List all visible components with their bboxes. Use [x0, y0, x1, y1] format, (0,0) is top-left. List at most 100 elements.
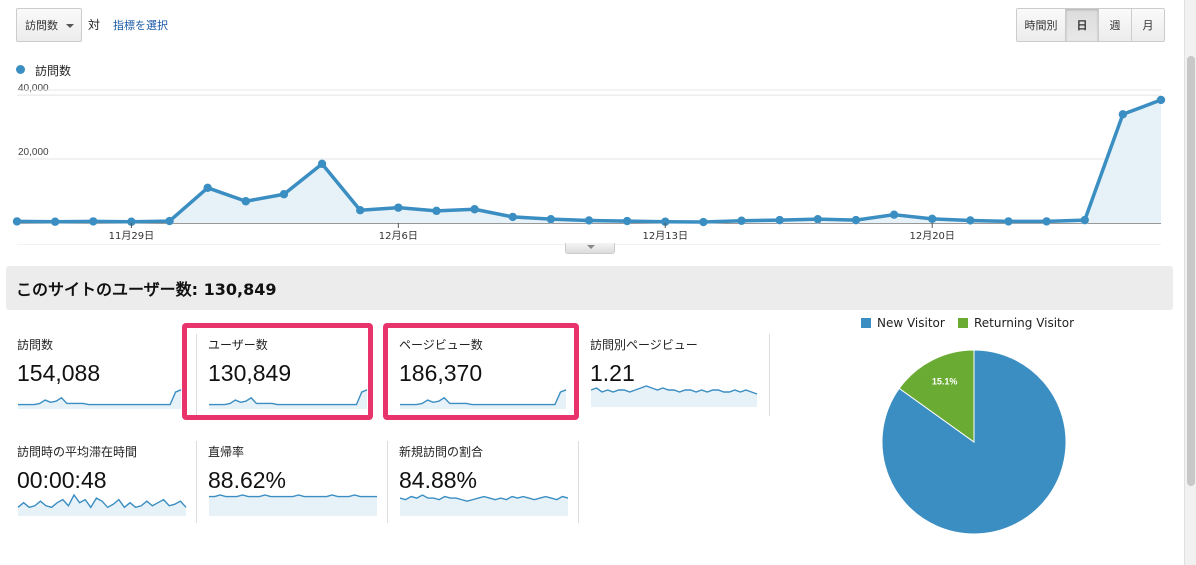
data-point	[737, 216, 746, 225]
visitor-type-pie-chart: 84.9% 15.1%	[881, 349, 1067, 535]
x-tick-label: 12月20日	[909, 230, 954, 242]
metric-value: 1.21	[590, 360, 635, 386]
metric-sparkline	[590, 385, 758, 407]
metric-value: 84.88%	[399, 467, 478, 493]
sparkline-line	[399, 494, 569, 502]
period-week-button[interactable]: 週	[1099, 9, 1132, 41]
summary-title: このサイトのユーザー数: 130,849	[16, 280, 277, 299]
chevron-down-icon	[66, 24, 74, 28]
data-point	[508, 212, 517, 222]
metric-tile-bounce-rate[interactable]: 直帰率 88.62%	[208, 443, 378, 523]
data-point	[584, 216, 594, 225]
pie-slice	[898, 349, 975, 443]
data-point	[89, 217, 98, 226]
data-point	[622, 216, 632, 226]
y-tick-label: 40,000	[18, 83, 49, 94]
metric-tile-visits[interactable]: 訪問数 154,088	[17, 336, 182, 416]
period-hourly-button[interactable]: 時間別	[1017, 9, 1066, 41]
data-point	[394, 203, 403, 212]
data-point	[928, 214, 937, 224]
metric-value: 186,370	[399, 360, 483, 386]
summary-header: このサイトのユーザー数: 130,849	[6, 266, 1173, 310]
pie-legend-label: Returning Visitor	[974, 316, 1075, 330]
sparkline-line	[18, 389, 182, 406]
sparkline-area	[18, 389, 181, 409]
metric-value: 130,849	[208, 360, 292, 386]
metric-sparkline	[209, 494, 377, 516]
metric-tile-avg-duration[interactable]: 訪問時の平均滞在時間 00:00:48	[17, 443, 187, 523]
pie-slice	[881, 349, 1067, 535]
pie-legend-label: New Visitor	[877, 316, 945, 330]
metric-tile-users[interactable]: ユーザー数 130,849	[208, 336, 373, 416]
metric-label: 訪問時の平均滞在時間	[17, 445, 138, 459]
legend-swatch	[958, 318, 968, 328]
pageviews-highlight-box	[383, 323, 579, 420]
divider	[387, 441, 388, 523]
select-metric-link[interactable]: 指標を選択	[113, 19, 168, 32]
divider	[196, 334, 197, 416]
users-highlight-box	[182, 323, 373, 420]
pie-legend-returning: Returning Visitor	[958, 316, 1074, 330]
metric-value: 88.62%	[208, 467, 287, 493]
sparkline-area	[400, 389, 566, 409]
vertical-scrollbar[interactable]	[1184, 0, 1196, 565]
sparkline-line	[209, 494, 377, 498]
data-point	[813, 214, 822, 224]
data-point	[127, 217, 136, 226]
legend-swatch	[861, 318, 871, 328]
sparkline-line	[400, 389, 567, 406]
metric-label: 直帰率	[208, 445, 245, 459]
data-point	[661, 217, 670, 226]
data-point	[317, 159, 327, 169]
metric-label: 訪問数	[17, 338, 54, 352]
data-point	[470, 205, 479, 214]
sparkline-area	[209, 389, 367, 409]
data-point	[241, 197, 250, 206]
data-point	[279, 190, 289, 199]
period-day-button[interactable]: 日	[1066, 9, 1099, 41]
metric-label: ページビュー数	[399, 338, 483, 352]
data-point	[50, 217, 60, 226]
metric-tile-pages-per-visit[interactable]: 訪問別ページビュー 1.21	[590, 336, 760, 416]
sparkline-line	[590, 385, 758, 395]
data-point	[966, 216, 975, 225]
y-tick-label: 20,000	[18, 147, 49, 158]
metric-select-value: 訪問数	[25, 19, 58, 32]
metric-select[interactable]: 訪問数	[16, 8, 82, 42]
scrollbar-thumb[interactable]	[1187, 56, 1195, 486]
metric-sparkline	[209, 389, 368, 409]
data-point	[699, 217, 708, 227]
data-point	[1004, 217, 1013, 226]
sparkline-area	[400, 495, 568, 516]
metric-tile-pageviews[interactable]: ページビュー数 186,370	[399, 336, 569, 416]
series-line	[16, 98, 1162, 224]
series-legend-dot	[16, 65, 25, 74]
sparkline-area	[591, 386, 757, 407]
period-month-button[interactable]: 月	[1132, 9, 1164, 41]
metric-sparkline	[399, 494, 569, 516]
metric-tile-new-visits[interactable]: 新規訪問の割合 84.88%	[399, 443, 569, 523]
data-point	[356, 206, 365, 215]
data-point	[432, 206, 441, 216]
pie-slice-label: 15.1%	[932, 377, 958, 387]
metric-sparkline	[18, 389, 182, 409]
vs-label: 対	[88, 18, 101, 32]
data-point	[1080, 215, 1089, 225]
data-point	[546, 214, 556, 224]
data-point	[851, 215, 861, 225]
metric-label: ユーザー数	[208, 338, 268, 352]
data-point	[203, 183, 212, 193]
data-point	[1042, 217, 1051, 226]
metric-value: 00:00:48	[17, 467, 107, 493]
chart-collapse-handle[interactable]	[565, 243, 615, 254]
sparkline-line	[209, 389, 368, 406]
sparkline-line	[17, 493, 187, 509]
visits-line-chart: 20,000 40,000 11月29日 12月6日 12月13日 12月20日	[12, 83, 1166, 245]
divider	[196, 441, 197, 523]
sparkline-area	[209, 495, 377, 516]
x-tick-label: 12月13日	[643, 230, 688, 242]
pie-legend-new: New Visitor	[861, 316, 945, 330]
divider	[578, 441, 579, 523]
metric-sparkline	[17, 493, 187, 516]
series-legend-label: 訪問数	[35, 64, 72, 78]
